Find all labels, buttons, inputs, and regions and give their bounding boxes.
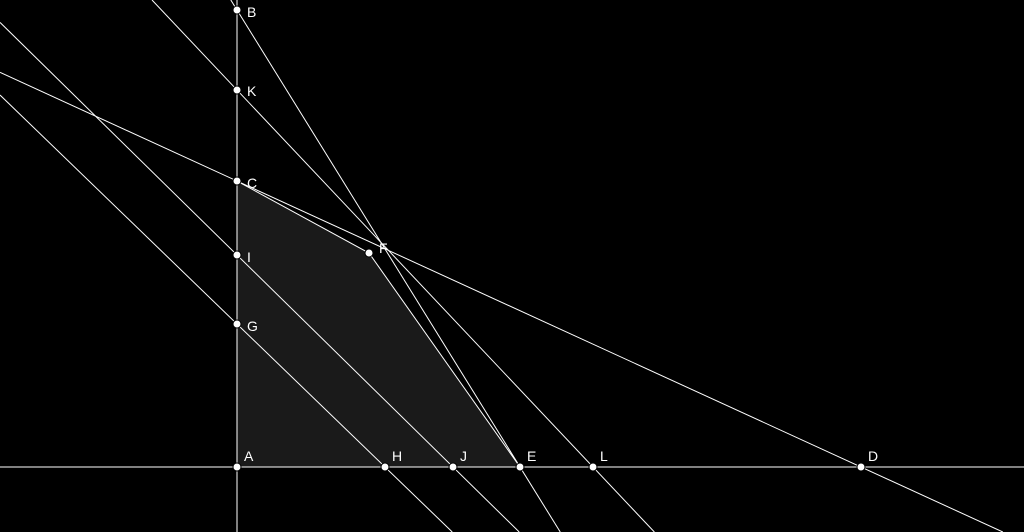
- label-A: A: [244, 448, 254, 464]
- label-K: K: [247, 83, 257, 99]
- point-F: [365, 249, 373, 257]
- label-I: I: [247, 249, 251, 265]
- point-H: [381, 463, 389, 471]
- label-J: J: [460, 448, 467, 464]
- point-I: [233, 251, 241, 259]
- geometry-diagram: A B K C I G F H J E L D: [0, 0, 1024, 532]
- label-D: D: [868, 448, 878, 464]
- point-C: [233, 177, 241, 185]
- label-G: G: [247, 318, 258, 334]
- label-B: B: [247, 4, 256, 20]
- point-A: [233, 463, 241, 471]
- point-K: [233, 86, 241, 94]
- label-C: C: [247, 175, 257, 191]
- point-E: [516, 463, 524, 471]
- label-E: E: [527, 448, 536, 464]
- label-H: H: [392, 448, 402, 464]
- label-L: L: [600, 448, 608, 464]
- label-F: F: [379, 240, 388, 256]
- point-L: [589, 463, 597, 471]
- point-D: [857, 463, 865, 471]
- point-G: [233, 320, 241, 328]
- point-B: [233, 6, 241, 14]
- point-J: [449, 463, 457, 471]
